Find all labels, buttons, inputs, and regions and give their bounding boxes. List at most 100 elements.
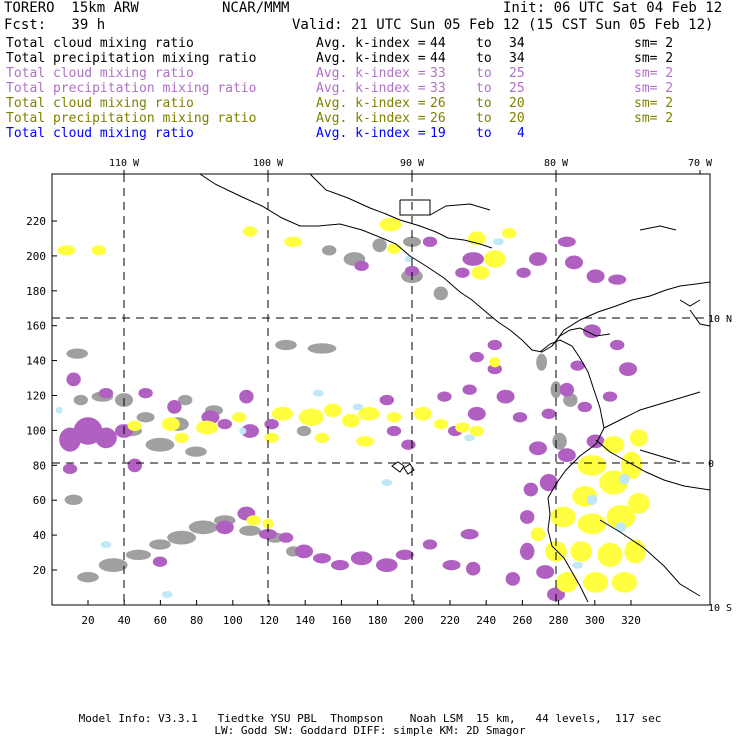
x-tick-label: 120 [259, 614, 279, 627]
coastline [679, 299, 701, 307]
purple-cloud-patch [466, 561, 481, 576]
y-tick-label: 120 [26, 390, 46, 403]
x-tick-label: 100 [223, 614, 243, 627]
purple-cloud-patch [295, 544, 313, 559]
legend-field: Total precipitation mixing ratio [6, 81, 257, 96]
lightblue-cloud-patch [493, 238, 504, 246]
yellow-cloud-patch [489, 357, 501, 368]
purple-cloud-patch [401, 439, 416, 450]
yellow-cloud-patch [530, 527, 546, 542]
yellow-cloud-patch [358, 406, 380, 421]
purple-cloud-patch [241, 424, 259, 438]
purple-cloud-patch [577, 401, 592, 413]
legend-to-value: 34 [509, 36, 525, 51]
yellow-cloud-patch [550, 506, 576, 528]
purple-cloud-patch [386, 425, 402, 437]
purple-cloud-patch [541, 408, 556, 419]
y-tick-label: 140 [26, 355, 46, 368]
legend-to-value: 4 [517, 126, 525, 141]
gray-cloud-patch [296, 425, 312, 437]
lightblue-cloud-patch [352, 403, 364, 411]
x-tick-label: 260 [512, 614, 532, 627]
yellow-cloud-patch [502, 228, 517, 239]
purple-cloud-patch [529, 441, 547, 456]
purple-cloud-patch [217, 418, 232, 430]
legend-to-value: 20 [509, 96, 525, 111]
purple-cloud-patch [559, 382, 574, 397]
legend-from: 33 [430, 66, 446, 81]
gray-cloud-patch [145, 437, 175, 452]
y-tick-label: 200 [26, 250, 46, 263]
yellow-cloud-patch [271, 406, 294, 421]
purple-cloud-patch [539, 474, 558, 492]
purple-cloud-patch [66, 372, 81, 387]
lightblue-cloud-patch [615, 522, 627, 533]
purple-cloud-patch [313, 553, 331, 564]
purple-cloud-patch [619, 362, 637, 376]
model-title: TORERO 15km ARW [4, 0, 139, 16]
legend-sm: sm= 2 [634, 51, 674, 66]
coastline [639, 449, 681, 463]
legend-field: Total cloud mixing ratio [6, 36, 194, 51]
lightblue-cloud-patch [161, 590, 173, 598]
purple-cloud-patch [422, 539, 438, 550]
x-tick-label: 80 [190, 614, 203, 627]
purple-cloud-patch [201, 410, 220, 425]
yellow-cloud-patch [298, 408, 324, 426]
gray-cloud-patch [552, 432, 567, 450]
x-tick-label: 160 [331, 614, 351, 627]
yellow-cloud-patch [602, 436, 625, 454]
model-info-line2: LW: Godd SW: Goddard DIFF: simple KM: 2D… [214, 724, 526, 737]
purple-cloud-patch [62, 463, 78, 474]
yellow-cloud-patch [91, 245, 107, 256]
legend-to: to [476, 111, 492, 126]
yellow-cloud-patch [323, 403, 342, 418]
lightblue-cloud-patch [586, 494, 598, 505]
purple-cloud-patch [278, 532, 294, 543]
x-tick-label: 180 [368, 614, 388, 627]
coastline [603, 391, 701, 429]
coastline [199, 173, 611, 353]
y-tick-label: 40 [33, 529, 46, 542]
lightblue-cloud-patch [381, 479, 393, 487]
lightblue-cloud-patch [100, 541, 112, 548]
gray-cloud-patch [167, 530, 197, 545]
lightblue-cloud-patch [572, 561, 583, 569]
gray-cloud-patch [77, 572, 99, 583]
legend-to: to [476, 51, 492, 66]
longitude-label: 70 W [688, 158, 713, 169]
yellow-cloud-patch [284, 236, 303, 247]
yellow-cloud-patch [246, 515, 261, 526]
yellow-cloud-patch [545, 541, 567, 562]
purple-cloud-patch [73, 417, 103, 445]
purple-cloud-patch [138, 388, 153, 399]
x-tick-label: 20 [81, 614, 94, 627]
purple-cloud-patch [462, 252, 485, 266]
gray-cloud-patch [239, 525, 261, 536]
x-tick-label: 60 [154, 614, 167, 627]
gray-cloud-patch [73, 394, 89, 406]
purple-cloud-patch [487, 363, 502, 375]
yellow-cloud-patch [57, 245, 76, 256]
forecast-hour: Fcst: 39 h [4, 17, 106, 33]
gray-cloud-patch [403, 236, 421, 247]
legend-from: 19 [430, 126, 446, 141]
gray-cloud-patch [188, 520, 218, 535]
yellow-cloud-patch [196, 420, 218, 435]
x-tick-label: 140 [295, 614, 315, 627]
legend-sm: sm= 2 [634, 36, 674, 51]
legend-avg: Avg. k-index = [316, 111, 426, 126]
purple-cloud-patch [565, 255, 583, 270]
gray-cloud-patch [98, 558, 128, 573]
y-tick-label: 20 [33, 564, 46, 577]
coastline [639, 225, 677, 231]
yellow-cloud-patch [341, 413, 360, 428]
purple-cloud-patch [523, 482, 538, 497]
legend-from: 44 [430, 36, 446, 51]
y-tick-label: 80 [33, 459, 46, 472]
legend-field: Total precipitation mixing ratio [6, 51, 257, 66]
x-tick-label: 240 [476, 614, 496, 627]
yellow-cloud-patch [433, 418, 448, 430]
purple-cloud-patch [455, 267, 470, 278]
purple-cloud-patch [529, 252, 547, 266]
